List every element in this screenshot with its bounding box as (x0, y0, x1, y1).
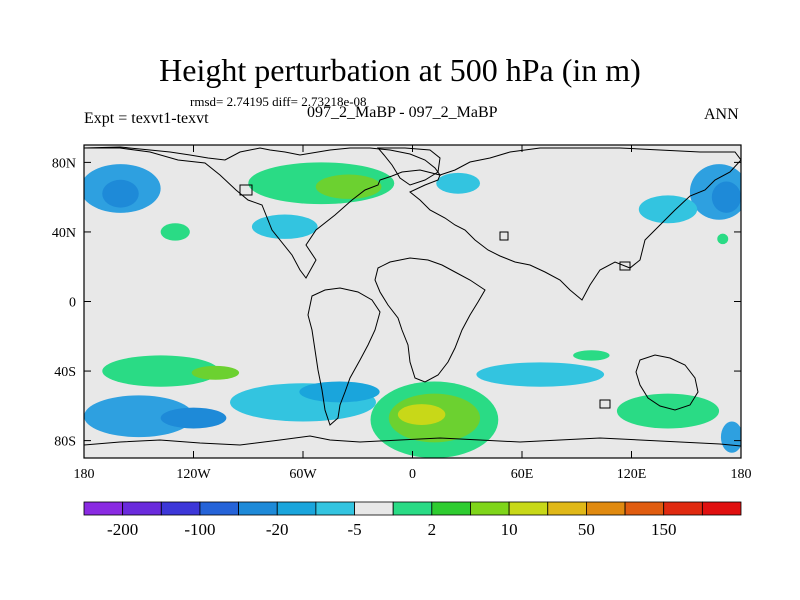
island-outline (599, 399, 611, 409)
colorbar-label: -5 (347, 520, 361, 539)
anomaly-region (717, 233, 729, 245)
season-label: ANN (704, 106, 739, 123)
colorbar-swatch (508, 501, 549, 516)
colorbar-swatch (238, 501, 278, 516)
continent-outlines (84, 146, 741, 447)
south-america-outline (307, 287, 381, 426)
colorbar-swatch (315, 501, 355, 516)
colorbar-label: 2 (428, 520, 437, 539)
anomaly-region (436, 172, 481, 194)
anomaly-region (397, 404, 446, 425)
colorbar-label: -200 (107, 520, 138, 539)
anomaly-region (638, 195, 698, 224)
x-tick-label: 0 (409, 467, 416, 482)
anomaly-region (299, 381, 380, 403)
colorbar-label: 150 (651, 520, 677, 539)
x-tick-label: 120E (617, 467, 647, 482)
anomaly-region (251, 214, 318, 239)
colorbar-label: 10 (501, 520, 518, 539)
y-tick-label: 40N (52, 226, 76, 241)
colorbar-swatch (663, 501, 703, 516)
colorbar-swatch (160, 501, 201, 516)
colorbar-label: 50 (578, 520, 595, 539)
colorbar-swatch (354, 501, 394, 516)
x-tick-label: 180 (74, 467, 95, 482)
island-outline (499, 231, 509, 241)
anomaly-region (160, 223, 190, 241)
x-tick-label: 180 (731, 467, 752, 482)
colorbar-label: -100 (184, 520, 215, 539)
case-label: 097_2_MaBP - 097_2_MaBP (307, 104, 498, 121)
colorbar-swatch (276, 501, 317, 516)
anomaly-region (315, 174, 382, 199)
anomaly-region (160, 407, 227, 429)
colorbar-swatch (470, 501, 510, 516)
colorbar-swatch (431, 501, 471, 516)
x-tick-label: 60W (289, 467, 317, 482)
anomaly-region (711, 181, 741, 213)
chart-title: Height perturbation at 500 hPa (in m) (159, 52, 641, 88)
anomaly-region (102, 179, 139, 208)
island-outline (619, 261, 631, 271)
anomaly-region (720, 421, 741, 453)
anomaly-region (84, 395, 194, 438)
africa-outline (374, 257, 486, 383)
eurasia-outline (409, 147, 741, 301)
colorbar-swatch (392, 501, 433, 516)
colorbar-swatch (586, 501, 626, 516)
colorbar-swatch (701, 501, 742, 516)
island-outline (239, 184, 253, 196)
anomaly-field (84, 162, 741, 458)
anomaly-region (191, 365, 240, 380)
y-tick-label: 40S (54, 365, 76, 380)
y-tick-label: 0 (69, 296, 76, 311)
anomaly-region (102, 355, 220, 387)
anomaly-region (573, 350, 610, 361)
colorbar-swatch (122, 501, 162, 516)
y-tick-label: 80N (52, 156, 76, 171)
colorbar-swatch (83, 501, 124, 516)
anomaly-region (616, 393, 720, 429)
y-tick-label: 80S (54, 435, 76, 450)
stats-label: rmsd= 2.74195 diff= 2.73218e-08 (190, 94, 367, 109)
x-tick-label: 120W (176, 467, 211, 482)
colorbar-swatch (199, 501, 239, 516)
anomaly-region (476, 362, 605, 387)
colorbar-swatch (547, 501, 587, 516)
australia-outline (635, 354, 699, 411)
colorbar-swatch (624, 501, 665, 516)
x-tick-label: 60E (511, 467, 534, 482)
colorbar-label: -20 (266, 520, 289, 539)
greenland-outline (376, 147, 441, 186)
experiment-label: Expt = texvt1-texvt (84, 110, 209, 127)
antarctica-outline (84, 435, 741, 447)
